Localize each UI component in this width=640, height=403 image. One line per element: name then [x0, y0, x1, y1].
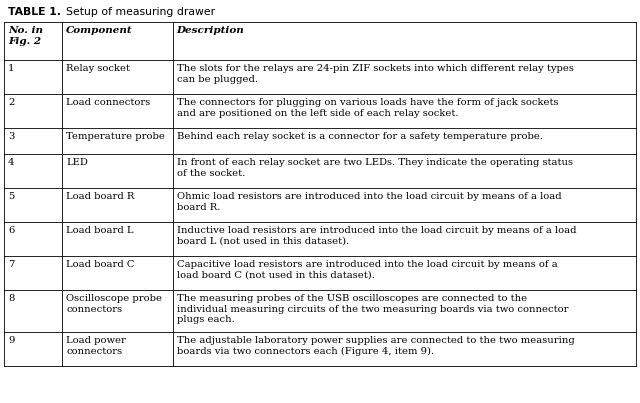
- Text: 6: 6: [8, 226, 14, 235]
- Text: The slots for the relays are 24-pin ZIF sockets into which different relay types: The slots for the relays are 24-pin ZIF …: [177, 64, 573, 84]
- Text: Description: Description: [177, 26, 244, 35]
- Text: Temperature probe: Temperature probe: [66, 132, 165, 141]
- Text: Load board L: Load board L: [66, 226, 134, 235]
- Text: 5: 5: [8, 192, 14, 201]
- Text: In front of each relay socket are two LEDs. They indicate the operating status
o: In front of each relay socket are two LE…: [177, 158, 573, 178]
- Text: 1: 1: [8, 64, 15, 73]
- Text: The connectors for plugging on various loads have the form of jack sockets
and a: The connectors for plugging on various l…: [177, 98, 558, 118]
- Text: Component: Component: [66, 26, 132, 35]
- Text: Load connectors: Load connectors: [66, 98, 150, 107]
- Text: Load power
connectors: Load power connectors: [66, 336, 126, 356]
- Text: Relay socket: Relay socket: [66, 64, 130, 73]
- Text: Inductive load resistors are introduced into the load circuit by means of a load: Inductive load resistors are introduced …: [177, 226, 576, 246]
- Text: 4: 4: [8, 158, 15, 167]
- Text: Capacitive load resistors are introduced into the load circuit by means of a
loa: Capacitive load resistors are introduced…: [177, 260, 557, 280]
- Text: 9: 9: [8, 336, 14, 345]
- Text: No. in
Fig. 2: No. in Fig. 2: [8, 26, 43, 46]
- Text: The adjustable laboratory power supplies are connected to the two measuring
boar: The adjustable laboratory power supplies…: [177, 336, 575, 356]
- Text: Load board R: Load board R: [66, 192, 134, 201]
- Text: 7: 7: [8, 260, 14, 269]
- Text: TABLE 1.: TABLE 1.: [8, 7, 61, 17]
- Text: LED: LED: [66, 158, 88, 167]
- Text: Ohmic load resistors are introduced into the load circuit by means of a load
boa: Ohmic load resistors are introduced into…: [177, 192, 561, 212]
- Text: The measuring probes of the USB oscilloscopes are connected to the
individual me: The measuring probes of the USB oscillos…: [177, 294, 568, 324]
- Text: 8: 8: [8, 294, 14, 303]
- Text: Load board C: Load board C: [66, 260, 134, 269]
- Text: 3: 3: [8, 132, 14, 141]
- Text: 2: 2: [8, 98, 14, 107]
- Text: Setup of measuring drawer: Setup of measuring drawer: [52, 7, 215, 17]
- Text: Oscilloscope probe
connectors: Oscilloscope probe connectors: [66, 294, 162, 314]
- Text: Behind each relay socket is a connector for a safety temperature probe.: Behind each relay socket is a connector …: [177, 132, 543, 141]
